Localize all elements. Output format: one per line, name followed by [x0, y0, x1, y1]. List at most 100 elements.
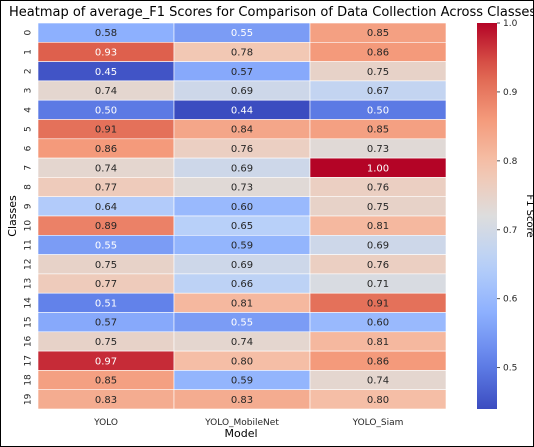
cell-value-label: 0.50: [95, 105, 117, 116]
y-tick-label: 14: [24, 297, 34, 309]
y-tick-label: 13: [24, 278, 34, 289]
cell-value-label: 0.73: [231, 183, 253, 194]
y-tick-label: 19: [24, 393, 34, 405]
cell-value-label: 0.76: [367, 183, 389, 194]
cell-value-label: 0.81: [231, 298, 253, 309]
cell-value-label: 0.57: [231, 67, 253, 78]
cell-value-label: 0.78: [231, 47, 253, 58]
y-tick-label: 2: [24, 68, 34, 74]
y-tick-label: 18: [24, 374, 34, 386]
colorbar-label: F1 Score: [524, 194, 533, 237]
cell-value-label: 0.85: [95, 376, 117, 387]
y-tick-label: 17: [24, 355, 34, 366]
colorbar-tick-label: 1.0: [503, 19, 518, 29]
cell-value-label: 0.55: [95, 240, 117, 251]
cell-value-label: 0.60: [367, 318, 389, 329]
cell-value-label: 0.85: [367, 125, 389, 136]
cell-value-label: 0.59: [231, 240, 253, 251]
y-tick-label: 10: [24, 220, 34, 232]
cell-value-label: 0.69: [367, 240, 389, 251]
x-tick-labels: YOLO YOLO_MobileNet YOLO_Siam: [93, 418, 403, 428]
x-tick-label: YOLO_Siam: [352, 418, 404, 428]
cell-value-label: 0.91: [95, 125, 117, 136]
cell-value-label: 0.81: [367, 221, 389, 232]
cell-value-label: 0.74: [95, 163, 117, 174]
cell-value-label: 0.83: [95, 395, 117, 406]
cell-value-label: 0.57: [95, 318, 117, 329]
cell-value-label: 0.93: [95, 47, 117, 58]
y-tick-label: 1: [24, 49, 34, 55]
cell-value-label: 0.97: [95, 356, 117, 367]
cell-value-label: 0.65: [231, 221, 253, 232]
cell-value-label: 0.71: [367, 279, 389, 290]
cell-value-label: 0.66: [231, 279, 253, 290]
cell-value-label: 0.76: [231, 144, 253, 155]
cell-value-label: 0.75: [95, 337, 117, 348]
cell-value-label: 0.75: [367, 67, 389, 78]
colorbar-ticks: 0.5 0.6 0.7 0.8 0.9 1.0: [497, 19, 518, 374]
cell-value-label: 0.77: [95, 279, 117, 290]
cell-value-label: 0.85: [367, 28, 389, 39]
cell-value-label: 0.81: [367, 337, 389, 348]
colorbar-tick-label: 0.7: [503, 226, 517, 236]
cell-value-label: 0.75: [95, 260, 117, 271]
heatmap-cell: [309, 389, 447, 410]
colorbar-tick-label: 0.6: [503, 295, 518, 305]
cell-value-label: 0.69: [231, 86, 253, 97]
cell-value-label: 0.86: [367, 356, 389, 367]
y-tick-label: 3: [24, 88, 34, 94]
y-tick-label: 16: [24, 335, 34, 347]
y-tick-label: 15: [24, 316, 34, 327]
colorbar-tick-label: 0.8: [503, 157, 518, 167]
y-tick-label: 6: [24, 145, 34, 151]
cell-value-label: 0.89: [95, 221, 117, 232]
cell-value-label: 0.67: [367, 86, 389, 97]
cell-value-label: 0.45: [95, 67, 117, 78]
cell-value-label: 0.69: [231, 163, 253, 174]
cell-value-label: 0.77: [95, 183, 117, 194]
cell-value-label: 0.64: [95, 202, 117, 213]
cell-value-label: 0.58: [95, 28, 117, 39]
y-tick-label: 9: [24, 203, 34, 209]
y-tick-label: 7: [24, 165, 34, 171]
cell-value-label: 0.83: [231, 395, 253, 406]
cell-value-label: 1.00: [367, 163, 389, 174]
x-tick-label: YOLO_MobileNet: [204, 418, 279, 428]
y-axis-label: Classes: [6, 195, 19, 237]
cell-value-label: 0.50: [367, 105, 389, 116]
cell-value-label: 0.80: [367, 395, 389, 406]
y-tick-label: 8: [24, 184, 34, 190]
colorbar-tick-label: 0.5: [503, 364, 517, 374]
cell-value-label: 0.74: [231, 337, 253, 348]
y-tick-label: 0: [24, 30, 34, 36]
cell-value-label: 0.74: [367, 376, 389, 387]
y-tick-label: 11: [24, 239, 34, 250]
cell-value-label: 0.51: [95, 298, 117, 309]
y-tick-label: 4: [24, 107, 34, 113]
cell-value-label: 0.76: [367, 260, 389, 271]
cell-value-label: 0.55: [231, 318, 253, 329]
cell-value-label: 0.69: [231, 260, 253, 271]
cell-value-label: 0.55: [231, 28, 253, 39]
cell-value-label: 0.74: [95, 86, 117, 97]
cell-value-label: 0.73: [367, 144, 389, 155]
y-tick-label: 12: [24, 259, 34, 270]
chart-title: Heatmap of average_F1 Scores for Compari…: [9, 5, 533, 20]
cell-value-label: 0.75: [367, 202, 389, 213]
cell-value-label: 0.91: [367, 298, 389, 309]
x-tick-label: YOLO: [93, 418, 118, 428]
heatmap-cells: 0.58 0.55 0.85 0.93 0.78 0.86 0.45 0.57 0.75 0.74…: [37, 22, 447, 410]
colorbar-tick-label: 0.9: [503, 88, 518, 98]
cell-value-label: 0.59: [231, 376, 253, 387]
cell-value-label: 0.84: [231, 125, 253, 136]
cell-value-label: 0.86: [95, 144, 117, 155]
cell-value-label: 0.44: [231, 105, 253, 116]
cell-value-label: 0.86: [367, 47, 389, 58]
y-tick-label: 5: [24, 126, 34, 132]
x-axis-label: Model: [224, 427, 257, 440]
cell-value-label: 0.80: [231, 356, 253, 367]
colorbar: [477, 23, 497, 409]
